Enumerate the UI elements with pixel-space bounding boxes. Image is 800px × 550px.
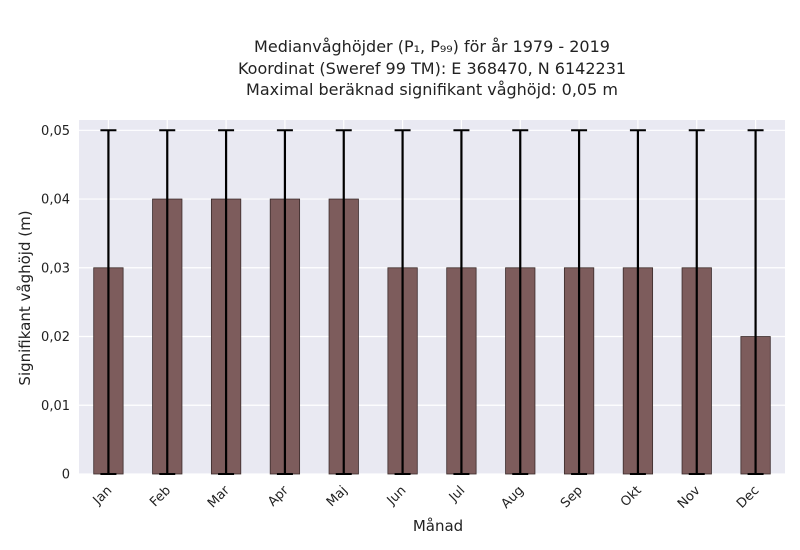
x-tick-label: Jul (446, 483, 468, 505)
x-tick-label: Jun (384, 483, 410, 509)
x-tick-label: Nov (675, 483, 704, 512)
x-axis-ticks: Jan Feb Mar Apr Maj Jun Jul Aug Sep Okt Nov Dec (90, 483, 763, 512)
y-tick-label: 0,04 (41, 193, 70, 208)
chart-title-line-1: Medianvåghöjder (P₁, P₉₉) för år 1979 - … (254, 37, 610, 56)
y-tick-label: 0,05 (41, 124, 70, 139)
x-tick-label: Okt (618, 483, 645, 510)
chart-title-line-2: Koordinat (Sweref 99 TM): E 368470, N 61… (238, 59, 626, 78)
x-tick-label: Dec (734, 483, 762, 511)
y-axis-label: Signifikant våghöjd (m) (16, 210, 34, 385)
x-tick-label: Aug (499, 483, 528, 512)
y-tick-label: 0 (62, 468, 70, 483)
x-axis-label: Månad (413, 517, 463, 535)
y-tick-label: 0,01 (41, 399, 70, 414)
error-bars (100, 129, 764, 475)
x-tick-label: Sep (558, 483, 586, 511)
x-tick-label: Apr (265, 483, 292, 510)
chart-title: Medianvåghöjder (P₁, P₉₉) för år 1979 - … (238, 37, 626, 99)
y-tick-label: 0,02 (41, 330, 70, 345)
plot-area (79, 120, 785, 474)
y-tick-label: 0,03 (41, 261, 70, 276)
x-tick-label: Jan (90, 483, 115, 508)
x-tick-label: Mar (205, 483, 233, 511)
chart-title-line-3: Maximal beräknad signifikant våghöjd: 0,… (246, 80, 618, 99)
x-tick-label: Feb (147, 483, 174, 510)
x-tick-label: Maj (324, 483, 351, 510)
y-axis-ticks: 0 0,01 0,02 0,03 0,04 0,05 (41, 124, 70, 483)
